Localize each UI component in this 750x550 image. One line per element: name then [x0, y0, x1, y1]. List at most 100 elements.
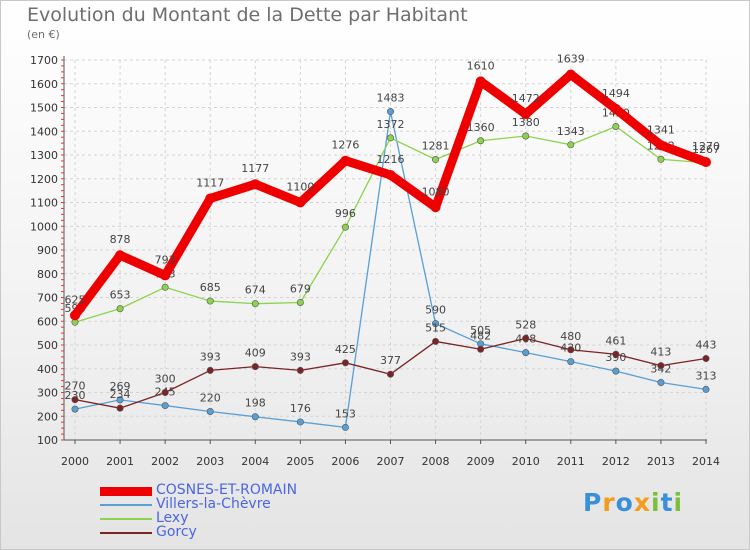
- data-point: [386, 108, 394, 116]
- data-point: [701, 157, 711, 168]
- data-label: 1360: [467, 121, 495, 134]
- data-point: [386, 134, 394, 142]
- legend-label: Villers-la-Chèvre: [156, 496, 271, 512]
- data-label: 1117: [196, 176, 224, 189]
- data-point: [655, 140, 666, 151]
- series-gorcy: 270 234 300 393 409 393 425 377 515 482 528 480 461 4…: [65, 318, 717, 412]
- data-point: [115, 250, 126, 261]
- data-point: [295, 197, 306, 208]
- data-point: [341, 423, 349, 431]
- data-label: 234: [110, 388, 131, 401]
- data-point: [206, 297, 214, 305]
- data-point: [522, 132, 530, 140]
- data-label: 653: [110, 289, 131, 302]
- data-label: 220: [200, 392, 221, 405]
- data-label: 425: [335, 343, 356, 356]
- data-label: 1380: [512, 116, 540, 129]
- data-label: 505: [470, 324, 491, 337]
- data-label: 480: [560, 330, 581, 343]
- data-point: [71, 396, 79, 404]
- x-tick-label: 2014: [692, 455, 720, 468]
- chart-subtitle: (en €): [27, 28, 60, 41]
- data-point: [522, 334, 530, 342]
- y-tick-label: 700: [37, 292, 58, 305]
- x-tick-label: 2002: [151, 455, 179, 468]
- x-tick-label: 2004: [241, 455, 269, 468]
- data-label: 443: [696, 339, 717, 352]
- data-label: 1610: [467, 59, 495, 72]
- data-label: 230: [65, 389, 86, 402]
- x-tick-label: 2006: [331, 455, 359, 468]
- data-label: 1639: [557, 52, 585, 65]
- data-point: [296, 418, 304, 426]
- y-tick-label: 1200: [30, 173, 58, 186]
- data-label: 996: [335, 207, 356, 220]
- data-label: 1267: [692, 143, 720, 156]
- data-label: 1276: [331, 139, 359, 152]
- data-label: 1341: [647, 123, 675, 136]
- x-tick-label: 2011: [557, 455, 585, 468]
- chart-title: Evolution du Montant de la Dette par Hab…: [27, 4, 468, 26]
- logo-letter: t: [660, 488, 674, 517]
- data-label: 313: [696, 369, 717, 382]
- logo-letter: P: [583, 488, 603, 517]
- data-point: [432, 156, 440, 164]
- x-tick-label: 2003: [196, 455, 224, 468]
- legend-swatch: [100, 504, 152, 506]
- legend-item: Villers-la-Chèvre: [100, 496, 360, 512]
- data-label: 674: [245, 284, 266, 297]
- legend-item: Lexy: [100, 510, 360, 526]
- y-tick-label: 900: [37, 244, 58, 257]
- data-point: [432, 320, 440, 328]
- data-label: 153: [335, 407, 356, 420]
- logo-letter: r: [602, 488, 616, 517]
- data-point: [296, 366, 304, 374]
- y-tick-label: 1300: [30, 149, 58, 162]
- data-label: 679: [290, 282, 311, 295]
- data-point: [206, 407, 214, 415]
- data-point: [205, 193, 216, 204]
- data-label: 590: [425, 304, 446, 317]
- data-point: [385, 169, 396, 180]
- data-point: [386, 370, 394, 378]
- x-tick-label: 2005: [286, 455, 314, 468]
- data-label: 393: [290, 350, 311, 363]
- legend-swatch: [100, 532, 152, 534]
- data-label: 413: [650, 346, 671, 359]
- data-point: [612, 350, 620, 358]
- data-point: [161, 388, 169, 396]
- data-point: [475, 76, 486, 87]
- data-point: [341, 223, 349, 231]
- data-point: [71, 405, 79, 413]
- data-label: 1281: [422, 140, 450, 153]
- data-point: [160, 270, 171, 281]
- data-label: 1343: [557, 125, 585, 138]
- x-tick-label: 2013: [647, 455, 675, 468]
- data-label: 269: [110, 380, 131, 393]
- data-label: 461: [605, 334, 626, 347]
- logo-letter: o: [615, 488, 634, 517]
- data-point: [610, 103, 621, 114]
- y-tick-label: 1500: [30, 102, 58, 115]
- data-label: 1372: [377, 118, 405, 131]
- y-tick-label: 600: [37, 315, 58, 328]
- x-tick-label: 2012: [602, 455, 630, 468]
- y-tick-label: 200: [37, 410, 58, 423]
- data-point: [612, 123, 620, 131]
- data-label: 793: [155, 253, 176, 266]
- data-label: 1472: [512, 92, 540, 105]
- data-point: [565, 69, 576, 80]
- data-label: 625: [65, 293, 86, 306]
- x-tick-label: 2000: [61, 455, 89, 468]
- data-point: [477, 345, 485, 353]
- y-tick-label: 1700: [30, 54, 58, 67]
- grid: 100 200 300 400 500 600 700 800 900 1000 1100 1200 1…: [30, 54, 720, 468]
- data-point: [341, 359, 349, 367]
- x-tick-label: 2008: [422, 455, 450, 468]
- data-point: [206, 366, 214, 374]
- legend-item: COSNES-ET-ROMAIN: [100, 482, 360, 498]
- data-label: 515: [425, 321, 446, 334]
- data-label: 482: [470, 329, 491, 342]
